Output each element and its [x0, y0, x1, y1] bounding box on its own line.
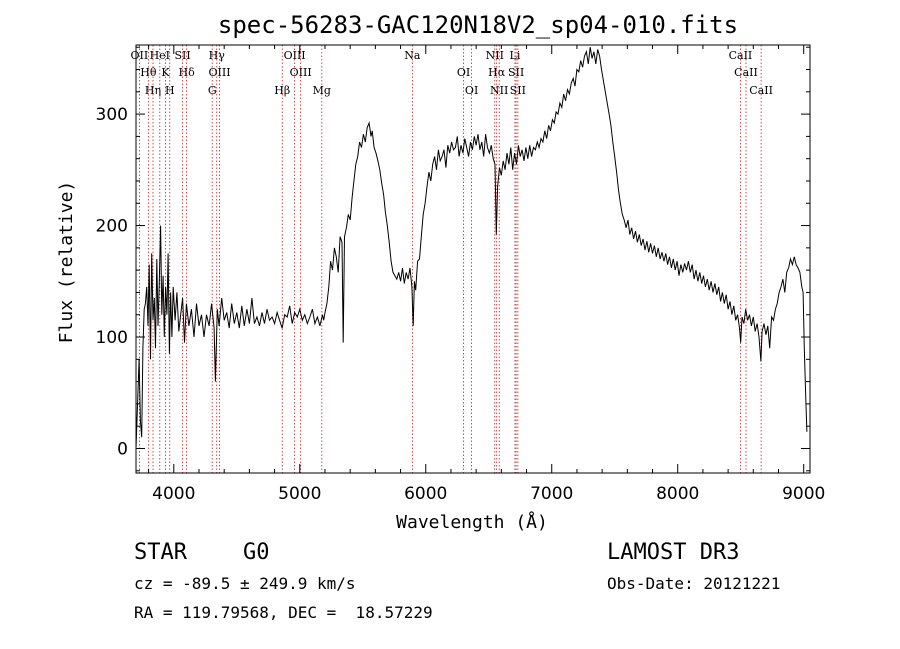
line-marker-label: NII — [486, 49, 504, 62]
line-marker-label: Hδ — [179, 66, 196, 79]
coordinates: RA = 119.79568, DEC = 18.57229 — [134, 603, 433, 622]
y-tick-label: 0 — [117, 439, 128, 459]
line-marker-label: G — [208, 84, 217, 97]
chart-title: spec-56283-GAC120N18V2_sp04-010.fits — [218, 11, 738, 39]
y-axis-ticks: 0 100 200 300 — [96, 46, 810, 472]
y-tick-label: 100 — [96, 328, 128, 348]
line-marker-label: Na — [404, 49, 421, 62]
line-marker-label: Hα — [488, 66, 506, 79]
line-marker-label: K — [161, 66, 170, 79]
spectrum-line — [135, 47, 808, 449]
x-tick-label: 5000 — [278, 484, 321, 504]
line-marker-label: NII — [490, 84, 508, 97]
line-marker-label: OII — [131, 49, 149, 62]
x-axis-ticks: 4000 5000 6000 7000 8000 9000 — [148, 45, 825, 504]
line-marker-label: CaII — [734, 66, 758, 79]
y-tick-label: 200 — [96, 217, 128, 237]
survey-name: LAMOST DR3 — [607, 540, 740, 565]
x-tick-label: 9000 — [782, 484, 825, 504]
line-marker-label: SII — [508, 66, 524, 79]
line-marker-label: SII — [510, 84, 526, 97]
object-class: STAR — [134, 540, 187, 565]
line-marker-label: OIII — [284, 49, 306, 62]
line-marker-label: Mg — [313, 84, 331, 97]
object-subclass: G0 — [243, 540, 270, 565]
line-marker-label: OI — [457, 66, 470, 79]
x-tick-label: 6000 — [404, 484, 447, 504]
emission-line-markers — [139, 45, 762, 473]
line-marker-labels: OIIHθHηHeIKHSIIHδGHγOIIIHβOIIIOIIIMgNaOI… — [131, 49, 773, 97]
observation-date: Obs-Date: 20121221 — [607, 574, 781, 593]
x-tick-label: 8000 — [656, 484, 699, 504]
y-tick-label: 300 — [96, 105, 128, 125]
x-tick-label: 7000 — [530, 484, 573, 504]
line-marker-label: Hβ — [274, 84, 290, 97]
line-marker-label: Hθ — [140, 66, 157, 79]
line-marker-label: OIII — [208, 66, 230, 79]
plot-frame — [135, 44, 811, 474]
line-marker-label: OIII — [290, 66, 312, 79]
x-tick-label: 4000 — [152, 484, 195, 504]
line-marker-label: H — [165, 84, 175, 97]
line-marker-label: CaII — [729, 49, 753, 62]
line-marker-label: Hη — [145, 84, 161, 97]
redshift-velocity: cz = -89.5 ± 249.9 km/s — [134, 574, 356, 593]
line-marker-label: OI — [465, 84, 478, 97]
line-marker-label: Li — [510, 49, 521, 62]
line-marker-label: Hγ — [209, 49, 226, 62]
y-axis-label: Flux (relative) — [56, 181, 77, 344]
line-marker-label: HeI — [150, 49, 170, 62]
x-axis-label: Wavelength (Å) — [396, 511, 548, 533]
line-marker-label: CaII — [749, 84, 773, 97]
line-marker-label: SII — [174, 49, 190, 62]
